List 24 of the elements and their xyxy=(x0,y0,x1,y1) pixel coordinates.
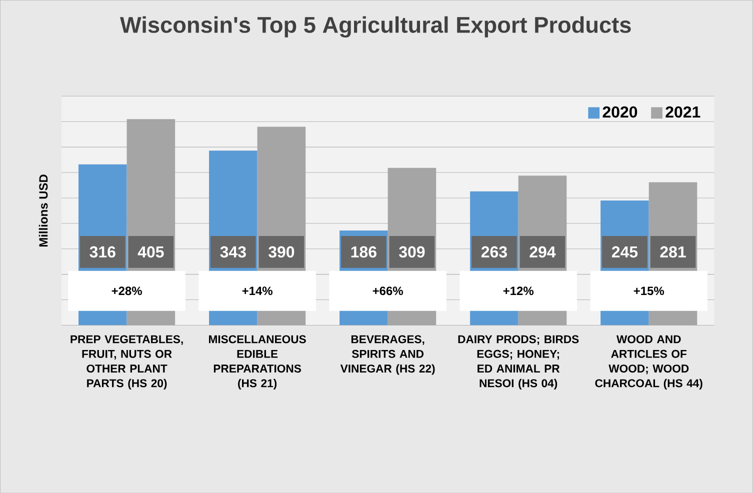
data-label: 309 xyxy=(399,246,425,258)
chart-title: Wisconsin's Top 5 Agricultural Export Products xyxy=(120,16,631,38)
data-label: 281 xyxy=(660,246,686,258)
data-label: 405 xyxy=(138,246,164,258)
data-label: 186 xyxy=(351,246,376,258)
x-tick-label: MISCELLANEOUS EDIBLE PREPARATIONS (HS 21) xyxy=(209,335,306,390)
x-tick-label: DAIRY PRODS; BIRDS EGGS; HONEY; ED ANIMAL PR NESOI (HS 04) xyxy=(458,335,579,390)
annotation: +15% xyxy=(634,286,664,295)
data-label: 294 xyxy=(530,246,556,258)
annotation: +12% xyxy=(503,286,534,295)
data-label: 263 xyxy=(481,246,507,258)
data-label: 343 xyxy=(220,246,246,258)
data-label: 316 xyxy=(90,246,116,258)
annotation: +28% xyxy=(112,286,142,295)
x-tick-label: BEVERAGES, SPIRITS AND VINEGAR (HS 22) xyxy=(340,335,435,375)
annotation: +66% xyxy=(372,286,403,295)
x-tick-label: PREP VEGETABLES, FRUIT, NUTS OR OTHER PLANT PARTS (HS 20) xyxy=(70,335,183,390)
legend-label: 2020 xyxy=(602,106,638,118)
annotation: +14% xyxy=(242,286,272,295)
data-label: 390 xyxy=(268,246,294,258)
y-axis-title: Millions USD xyxy=(38,174,48,246)
x-tick-label: WOOD AND ARTICLES OF WOOD; WOOD CHARCOAL (HS 44) xyxy=(595,335,702,390)
legend-label: 2021 xyxy=(666,106,700,118)
data-label: 245 xyxy=(612,246,638,258)
